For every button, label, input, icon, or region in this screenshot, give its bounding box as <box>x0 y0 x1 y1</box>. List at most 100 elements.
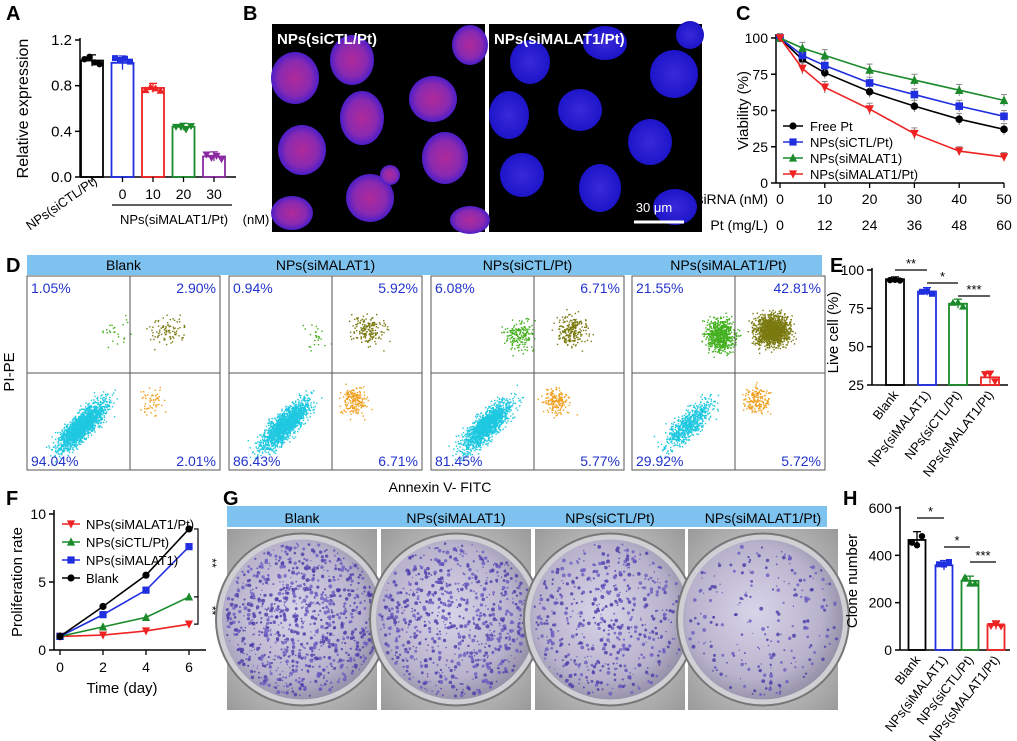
flow-event <box>99 415 102 418</box>
flow-event <box>301 414 304 416</box>
flow-event <box>88 410 90 412</box>
flow-event <box>64 436 66 438</box>
flow-event <box>486 443 488 445</box>
flow-event <box>298 421 300 424</box>
flow-event <box>164 338 166 341</box>
flow-event <box>300 417 303 419</box>
flow-event <box>165 329 168 332</box>
flow-event <box>270 423 272 425</box>
flow-event <box>77 438 79 441</box>
flow-event <box>269 437 271 440</box>
flow-event <box>354 327 356 329</box>
flow-event <box>77 412 79 414</box>
flow-event <box>71 439 73 441</box>
flow-event <box>74 416 77 419</box>
flow-event <box>84 416 87 418</box>
flow-event <box>91 423 94 425</box>
flow-event <box>81 424 83 426</box>
flow-event <box>257 441 259 443</box>
flow-event <box>89 406 92 408</box>
flow-event <box>307 400 310 402</box>
flow-event <box>261 447 263 449</box>
legend-marker <box>788 153 798 162</box>
flow-event <box>363 320 366 322</box>
flow-event <box>100 416 103 418</box>
flow-event <box>278 427 280 429</box>
flow-event <box>258 450 260 452</box>
flow-event <box>305 390 307 392</box>
x-tick-label: 40 <box>951 191 967 207</box>
flow-event <box>269 439 271 441</box>
flow-event <box>281 426 283 428</box>
flow-event <box>74 433 77 435</box>
flow-event <box>287 432 289 435</box>
flow-event <box>271 437 273 439</box>
flow-event <box>498 401 500 403</box>
flow-event <box>345 401 347 404</box>
flow-event <box>283 413 285 416</box>
flow-event <box>75 445 78 448</box>
flow-event <box>476 448 478 451</box>
flow-event <box>270 442 273 444</box>
y-axis-title: Viability (%) <box>735 71 752 150</box>
flow-event <box>97 399 99 402</box>
flow-event <box>151 407 154 409</box>
flow-event <box>305 411 307 413</box>
flow-event <box>81 417 83 420</box>
flow-event <box>480 427 483 430</box>
flow-event <box>286 429 289 431</box>
flow-event <box>346 398 349 401</box>
flow-event <box>158 332 160 335</box>
flow-event <box>63 426 66 429</box>
flow-event <box>86 433 88 435</box>
flow-event <box>263 435 265 437</box>
y-tick-label: 0.0 <box>51 169 72 186</box>
flow-event <box>297 413 299 415</box>
flow-event <box>289 432 292 435</box>
flow-event <box>260 444 262 447</box>
flow-event <box>91 429 94 431</box>
data-point <box>798 64 807 74</box>
flow-event <box>383 319 385 322</box>
flow-event <box>150 412 152 414</box>
flow-event <box>71 429 73 432</box>
flow-event <box>249 447 251 449</box>
flow-event <box>353 408 356 410</box>
flow-event <box>292 406 294 409</box>
flow-event <box>65 437 67 439</box>
flow-event <box>375 313 378 316</box>
flow-event <box>365 326 367 328</box>
flow-event <box>98 411 101 413</box>
flow-event <box>298 403 300 405</box>
flow-event <box>69 446 71 448</box>
flow-event <box>466 453 468 455</box>
flow-event <box>309 333 312 336</box>
flow-event <box>77 421 80 423</box>
flow-event <box>291 413 293 415</box>
flow-event <box>91 421 93 424</box>
flow-event <box>146 328 148 330</box>
flow-event <box>378 322 381 324</box>
flow-event <box>156 404 159 406</box>
flow-event <box>359 387 361 389</box>
flow-event <box>457 435 460 437</box>
flow-event <box>284 421 287 424</box>
flow-event <box>274 444 277 447</box>
flow-event <box>349 396 351 398</box>
flow-event <box>300 405 302 407</box>
flow-event <box>288 411 291 413</box>
flow-event <box>92 409 94 411</box>
flow-event <box>358 396 361 398</box>
flow-event <box>164 411 167 413</box>
flow-event <box>505 408 508 410</box>
flow-event <box>86 430 89 433</box>
flow-event <box>363 391 366 393</box>
flow-event <box>466 427 469 429</box>
flow-event <box>363 319 365 321</box>
flow-event <box>287 435 289 437</box>
flow-event <box>79 421 81 424</box>
flow-event <box>489 432 491 434</box>
flow-event <box>83 435 85 438</box>
flow-event <box>349 400 352 402</box>
flow-event <box>373 324 375 327</box>
